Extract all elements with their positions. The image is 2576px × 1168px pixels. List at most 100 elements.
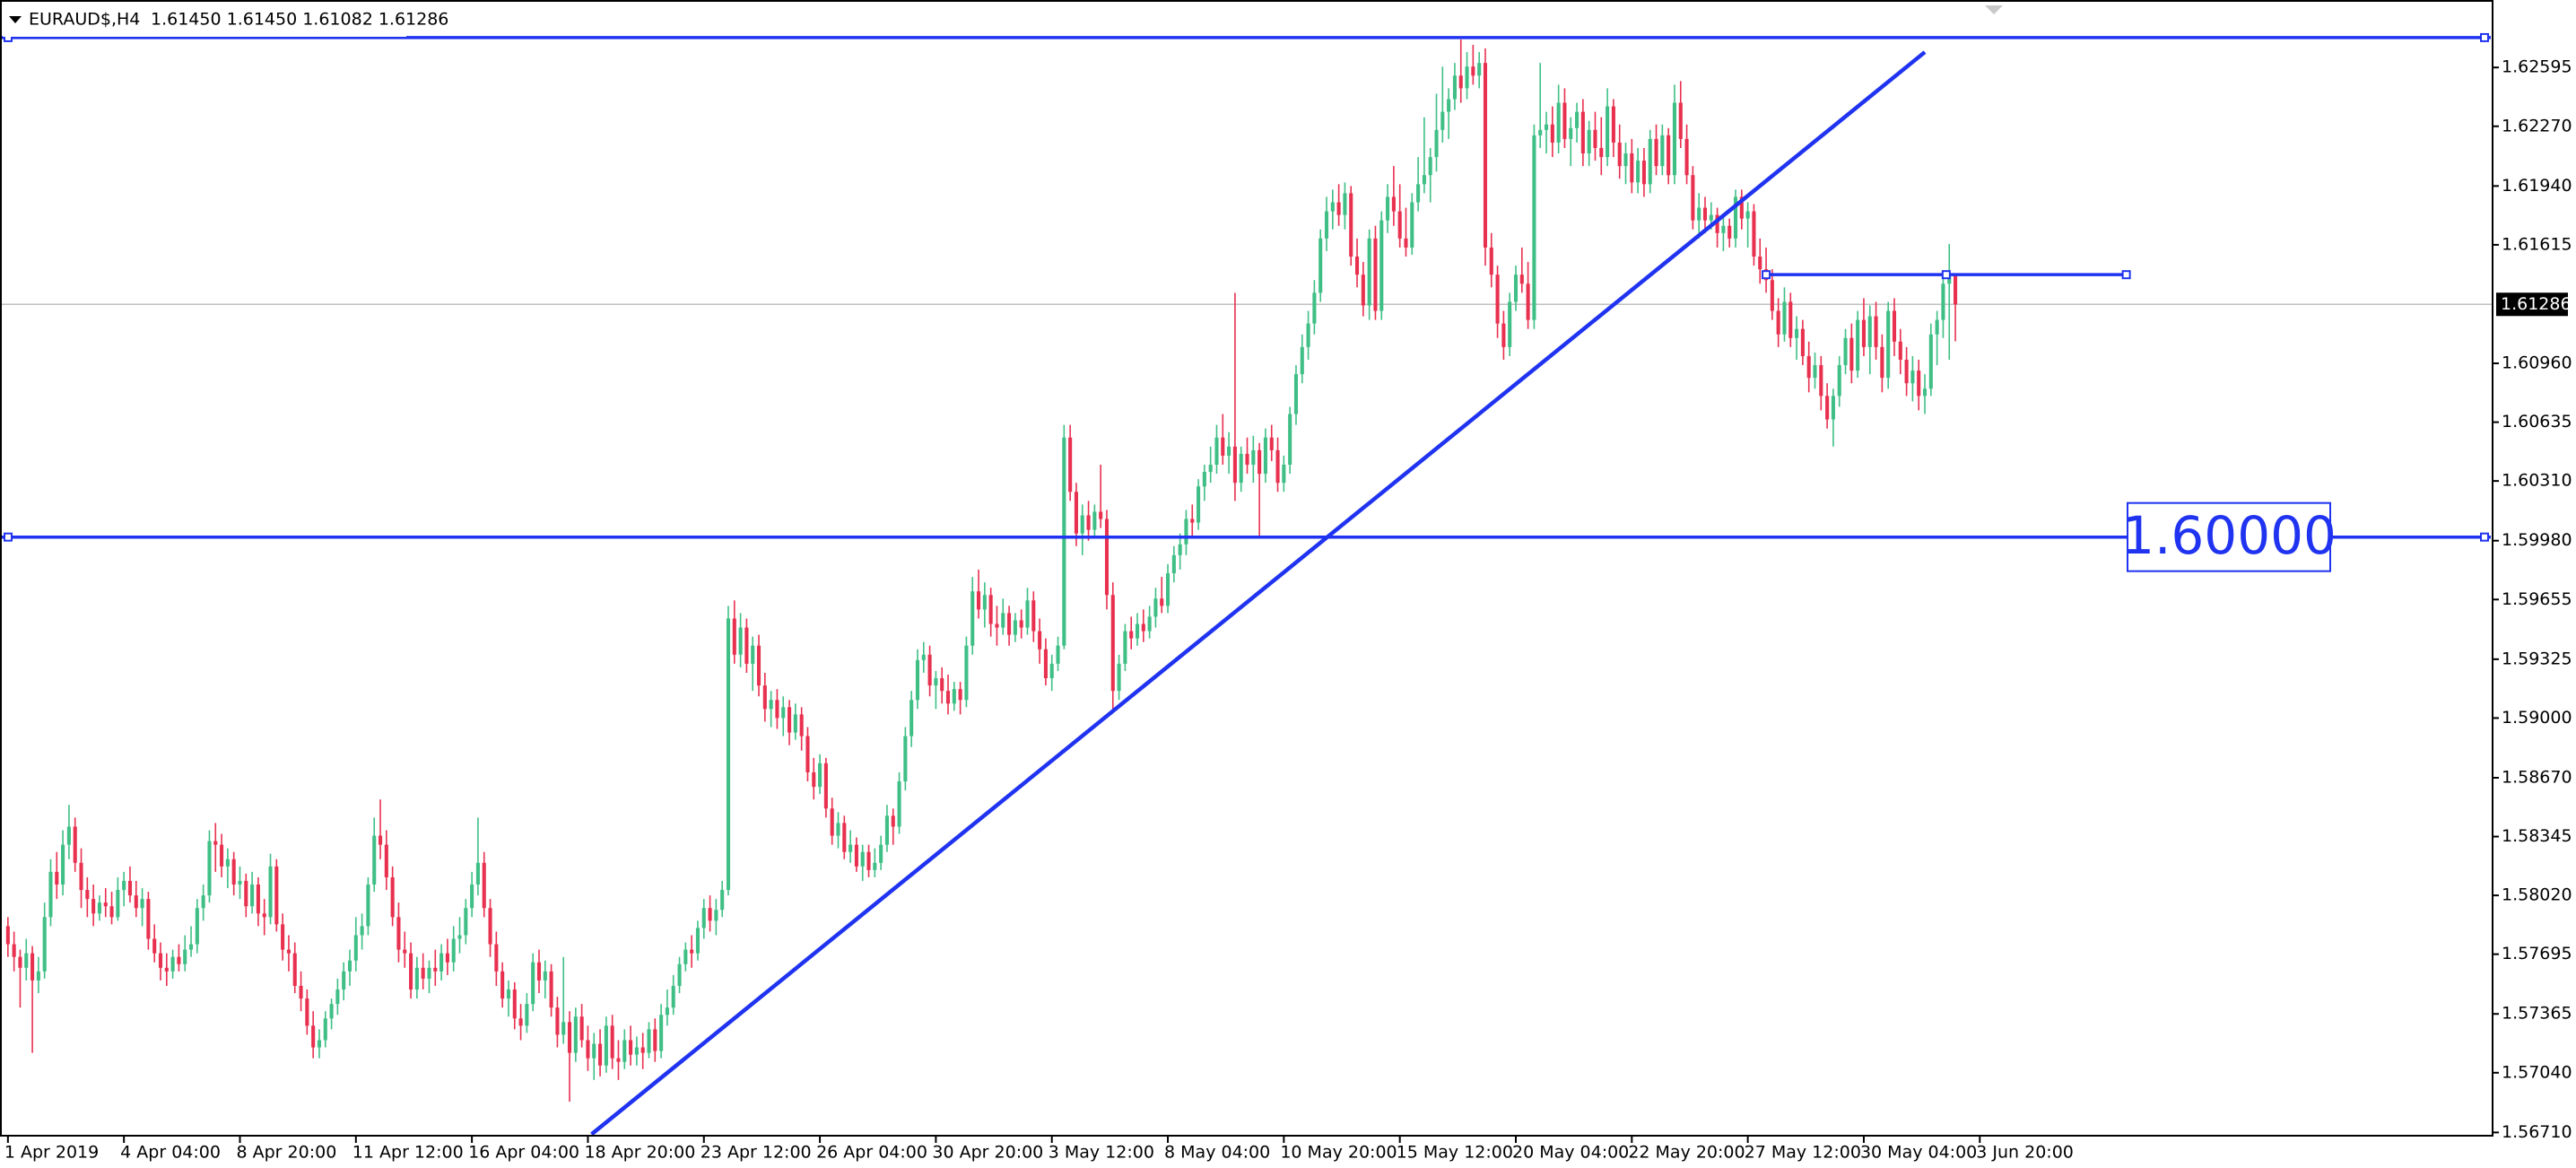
candle-body: [48, 871, 53, 918]
candle-body: [744, 627, 749, 664]
candle-body: [1611, 106, 1615, 143]
x-tick-label: 26 Apr 04:00: [816, 1143, 927, 1163]
candle-body: [1324, 211, 1329, 239]
candle-body: [629, 1040, 633, 1055]
candle-body: [201, 895, 205, 909]
candle-body: [818, 763, 822, 788]
candle-body: [849, 844, 853, 852]
candle-body: [1702, 207, 1708, 221]
candle-body: [1697, 207, 1701, 221]
candle-body: [1954, 275, 1958, 305]
candle-body: [873, 862, 877, 870]
x-tick-label: 15 May 12:00: [1397, 1143, 1513, 1163]
candle-body: [690, 949, 694, 954]
candles: [5, 39, 1958, 1103]
candle-body: [1447, 99, 1451, 112]
candle-body: [1197, 486, 1201, 523]
candle-body: [1641, 161, 1646, 185]
candle-body: [1160, 598, 1164, 606]
candle-body: [372, 835, 377, 885]
candle-body: [1397, 211, 1402, 239]
candle-body: [1074, 492, 1078, 534]
candle-body: [30, 953, 35, 981]
candle-body: [1025, 600, 1030, 628]
candle-body: [1288, 414, 1292, 465]
candle-body: [610, 1025, 614, 1059]
candle-body: [1312, 292, 1317, 324]
candle-body: [244, 880, 248, 907]
x-tick-label: 11 Apr 12:00: [352, 1143, 464, 1163]
candle-body: [1569, 127, 1573, 139]
candle-body: [225, 859, 230, 867]
candle-body: [732, 618, 736, 655]
candle-body: [1361, 275, 1365, 306]
y-tick-label: 1.57695: [2502, 944, 2572, 963]
candle-body: [140, 899, 144, 909]
x-tick-label: 4 Apr 04:00: [120, 1143, 221, 1163]
shift-marker: [1985, 5, 2003, 14]
candle-body: [1501, 323, 1506, 347]
candle-body: [934, 678, 938, 686]
candle-body: [1758, 257, 1762, 270]
y-tick-label: 1.59000: [2502, 708, 2572, 728]
candle-body: [1434, 129, 1439, 158]
candle-body: [860, 851, 865, 867]
candle-body: [396, 917, 401, 950]
candle-body: [762, 685, 767, 710]
candle-body: [506, 989, 511, 999]
candle-body: [1678, 102, 1683, 139]
candle-body: [195, 908, 199, 945]
candle-body: [164, 967, 169, 972]
candle-body: [360, 926, 364, 936]
candle-body: [24, 953, 29, 968]
x-tick-label: 20 May 04:00: [1512, 1143, 1629, 1163]
candle-body: [433, 967, 438, 972]
candle-body: [488, 908, 492, 945]
candle-body: [1532, 135, 1536, 320]
menu-arrow[interactable]: [9, 16, 22, 23]
candle-body: [1092, 511, 1097, 530]
candle-body: [1941, 283, 1945, 320]
x-tick-label: 8 May 04:00: [1164, 1143, 1270, 1163]
candle-body: [1727, 225, 1732, 239]
candle-body: [311, 1025, 316, 1048]
x-tick-label: 27 May 12:00: [1745, 1143, 1861, 1163]
candle-body: [738, 627, 743, 655]
y-tick-label: 1.59980: [2502, 530, 2572, 550]
candle-body: [36, 971, 40, 981]
trend-line: [590, 50, 1927, 1137]
candle-body: [445, 953, 449, 963]
candle-body: [1562, 102, 1567, 139]
candle-body: [1123, 631, 1127, 664]
candle-body: [677, 963, 682, 986]
candle-body: [5, 926, 10, 945]
line-handle: [2121, 270, 2131, 280]
candle-body: [1141, 623, 1145, 632]
candle-body: [659, 1015, 664, 1051]
candle-body: [281, 924, 285, 950]
candle-body: [1269, 437, 1274, 450]
candle-body: [1782, 301, 1787, 335]
y-tick-label: 1.59655: [2502, 589, 2572, 609]
line-handle: [1941, 270, 1951, 280]
candle-body: [592, 1043, 596, 1059]
candle-body: [964, 645, 969, 701]
candle-body: [299, 985, 303, 999]
candle-body: [701, 908, 706, 928]
candle-body: [317, 1040, 322, 1048]
y-tick-label: 1.62595: [2502, 57, 2572, 77]
y-tick-label: 1.62270: [2502, 116, 2572, 135]
candle-body: [842, 823, 847, 852]
candle-body: [995, 623, 999, 628]
candle-body: [977, 591, 981, 610]
candle-body: [1483, 63, 1488, 248]
candle-body: [1428, 157, 1432, 176]
candle-body: [1007, 613, 1012, 635]
candle-body: [1404, 238, 1408, 248]
candle-body: [1806, 355, 1811, 379]
candle-body: [1258, 449, 1262, 475]
candle-body: [781, 707, 786, 719]
candle-body: [1043, 649, 1048, 679]
candle-body: [1739, 196, 1744, 219]
